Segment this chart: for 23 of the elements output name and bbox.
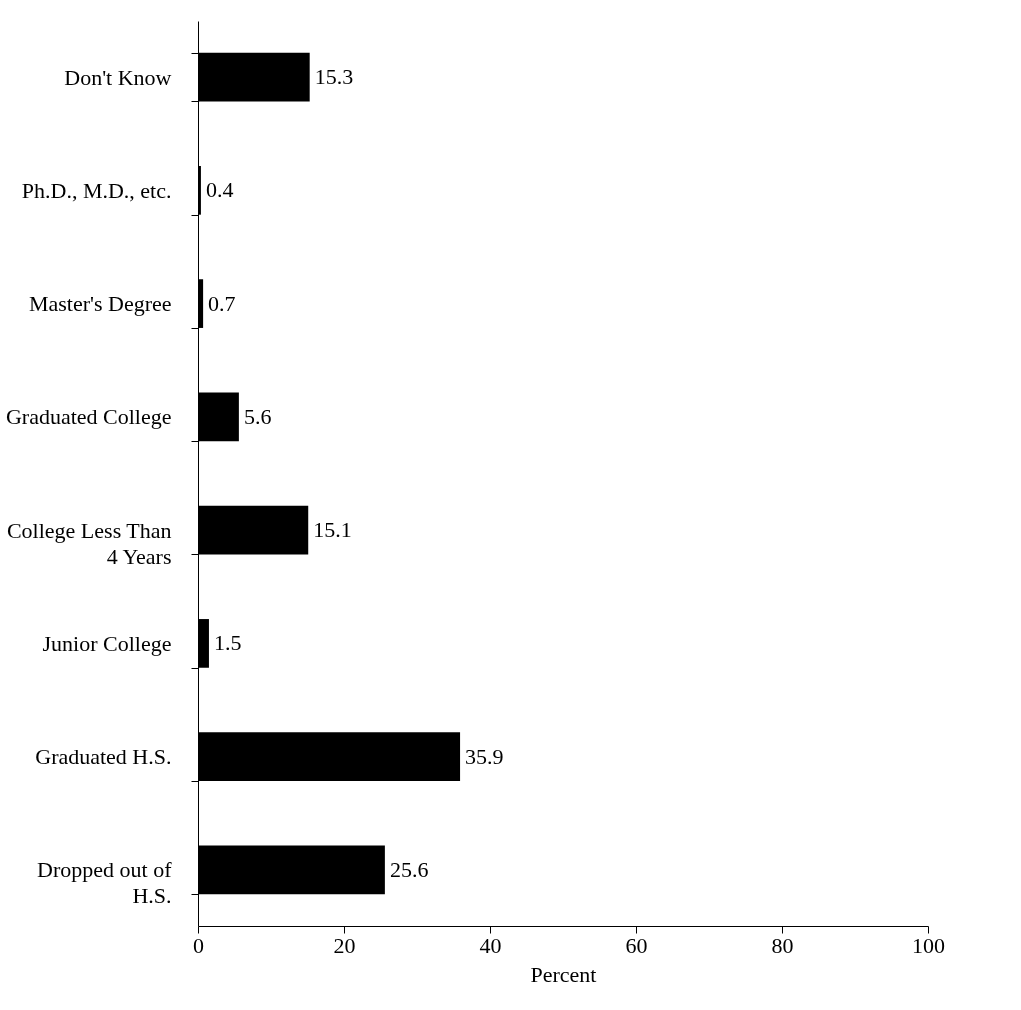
data-label: 0.4 — [205, 177, 234, 203]
y-tick-label: Master's Degree — [28, 291, 172, 317]
data-label: 0.7 — [208, 290, 236, 316]
y-tick-label: Ph.D., M.D., etc. — [21, 177, 172, 203]
y-tick-label: College Less Than 4 Years — [6, 517, 172, 569]
data-label: 5.6 — [243, 403, 272, 429]
data-label: 35.9 — [465, 743, 504, 769]
y-tick-label: Graduated College — [5, 404, 172, 430]
data-label: 15.1 — [313, 517, 352, 543]
x-tick-label: 0 — [193, 932, 204, 958]
y-tick-label: Dropped out of H.S. — [37, 857, 173, 909]
y-tick-label: Graduated H.S. — [35, 744, 172, 770]
data-label: 25.6 — [389, 856, 429, 882]
x-tick-label: 100 — [912, 932, 945, 958]
x-tick-label: 60 — [625, 932, 648, 958]
data-label: 15.3 — [314, 64, 354, 90]
x-tick-label: 80 — [771, 932, 794, 958]
y-tick-label: Don't Know — [64, 64, 172, 90]
x-tick-label: 40 — [479, 932, 502, 958]
data-label: 1.5 — [213, 630, 242, 656]
y-tick-label: Junior College — [42, 630, 172, 656]
x-tick-label: 20 — [333, 932, 356, 958]
x-axis-title: Percent — [530, 961, 597, 987]
